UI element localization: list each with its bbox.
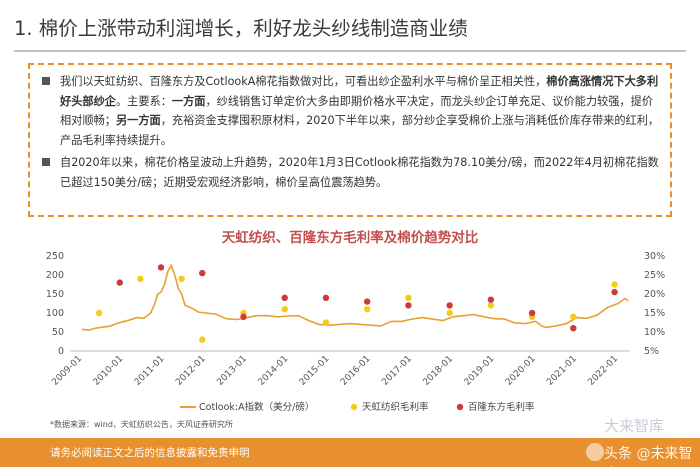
cotlook-series-line bbox=[81, 263, 629, 331]
watermark-text: 头条 @未来智库 bbox=[604, 446, 693, 467]
tianhong-margin-point bbox=[322, 319, 330, 326]
x-tick-label: 2013-01 bbox=[215, 354, 249, 388]
y-left-tick-label: 0 bbox=[58, 346, 64, 357]
x-tick-label: 2017-01 bbox=[380, 354, 414, 388]
x-tick-label: 2009-01 bbox=[50, 354, 84, 388]
x-tick-label: 2020-01 bbox=[504, 354, 538, 388]
summary-text: ，充裕资金支撑囤积原材料，2020下半年以来，部分纱企享受棉价上涨与消耗低价库存… bbox=[60, 114, 660, 147]
y-left-tick-label: 150 bbox=[46, 289, 64, 300]
bullet-square-icon bbox=[42, 158, 50, 166]
tianhong-margin-point bbox=[405, 294, 412, 301]
bailong-margin-point bbox=[487, 296, 495, 303]
y-right-tick-label: 30% bbox=[644, 251, 665, 262]
x-tick-label: 2010-01 bbox=[92, 354, 126, 388]
tianhong-margin-point bbox=[281, 306, 288, 313]
bailong-margin-point bbox=[199, 269, 206, 277]
tianhong-margin-point bbox=[487, 302, 495, 309]
title-divider bbox=[14, 50, 686, 52]
x-tick-label: 2019-01 bbox=[463, 354, 497, 388]
y-right-tick-label: 10% bbox=[644, 327, 665, 338]
x-tick-label: 2012-01 bbox=[174, 354, 208, 388]
y-left-tick-label: 100 bbox=[46, 308, 64, 319]
page-title: 1. 棉价上涨带动利润增长，利好龙头纱线制造商业绩 bbox=[14, 17, 468, 40]
disclaimer-text: 请务必阅读正文之后的信息披露和免责申明 bbox=[50, 447, 250, 459]
summary-bullet-1: 我们以天虹纺织、百隆东方及CotlookA棉花指数做对比，可看出纱企盈利水平与棉… bbox=[40, 72, 660, 150]
x-tick-label: 2011-01 bbox=[133, 354, 167, 388]
summary-text: 我们以天虹纺织、百隆东方及CotlookA棉花指数做对比，可看出纱企盈利水平与棉… bbox=[60, 75, 547, 88]
bailong-margin-point bbox=[322, 294, 330, 301]
bailong-margin-point bbox=[240, 313, 247, 320]
bailong-margin-point bbox=[281, 294, 288, 301]
tianhong-margin-point bbox=[95, 309, 103, 317]
y-right-tick-label: 25% bbox=[644, 270, 665, 281]
tianhong-margin-point bbox=[611, 281, 618, 288]
x-tick-label: 2022-01 bbox=[586, 354, 620, 388]
bailong-margin-point bbox=[446, 302, 453, 309]
legend-tianhong-swatch bbox=[350, 403, 358, 411]
summary-bullet-2: 自2020年以来，棉花价格呈波动上升趋势，2020年1月3日Cotlook棉花指… bbox=[40, 153, 660, 192]
summary-text: ，纱线销售订单定价大多由即期价格水平决定，而龙头纱企订单充足、议价能力较强，提价… bbox=[60, 94, 653, 128]
bailong-margin-point bbox=[570, 325, 577, 332]
x-tick-label: 2018-01 bbox=[422, 354, 456, 388]
x-tick-label: 2016-01 bbox=[339, 354, 373, 388]
y-right-tick-label: 15% bbox=[644, 308, 665, 319]
summary-box: 我们以天虹纺织、百隆东方及CotlookA棉花指数做对比，可看出纱企盈利水平与棉… bbox=[28, 63, 672, 217]
x-tick-label: 2014-01 bbox=[257, 354, 291, 388]
bailong-margin-point bbox=[157, 264, 165, 271]
legend-cotlook-label: Cotlook:A指数（美分/磅） bbox=[199, 401, 314, 413]
tianhong-margin-point bbox=[570, 313, 577, 320]
watermark-logo-icon bbox=[586, 443, 604, 461]
y-right-tick-label: 5% bbox=[644, 346, 659, 357]
y-left-tick-label: 200 bbox=[46, 270, 64, 281]
bailong-margin-point bbox=[611, 288, 618, 296]
summary-text: 自2020年以来，棉花价格呈波动上升趋势，2020年1月3日Cotlook棉花指… bbox=[60, 156, 659, 189]
bailong-margin-point bbox=[405, 302, 412, 309]
legend-bailong-swatch bbox=[456, 403, 464, 411]
bullet-square-icon bbox=[42, 77, 50, 85]
summary-emphasis: 一方面 bbox=[171, 94, 206, 108]
footer-bar: 请务必阅读正文之后的信息披露和免责申明 头条 @未来智库 bbox=[0, 438, 700, 467]
x-tick-label: 2015-01 bbox=[298, 354, 332, 388]
bailong-margin-point bbox=[363, 298, 371, 305]
bailong-margin-point bbox=[116, 279, 123, 286]
tianhong-margin-point bbox=[446, 309, 453, 317]
tianhong-margin-point bbox=[199, 336, 206, 343]
y-right-tick-label: 20% bbox=[644, 289, 665, 300]
y-left-tick-label: 250 bbox=[46, 251, 64, 262]
x-tick-label: 2021-01 bbox=[545, 354, 579, 388]
chart-title: 天虹纺织、百隆东方毛利率及棉价趋势对比 bbox=[221, 230, 479, 246]
tianhong-margin-point bbox=[137, 275, 144, 282]
summary-text: 。主要系： bbox=[115, 94, 172, 108]
watermark-overlay: 大来智库 bbox=[604, 417, 665, 435]
legend-tianhong-label: 天虹纺织毛利率 bbox=[362, 401, 429, 413]
bailong-margin-point bbox=[528, 309, 536, 317]
legend-bailong-label: 百隆东方毛利率 bbox=[468, 401, 535, 413]
y-left-tick-label: 50 bbox=[52, 327, 64, 338]
source-note: *数据来源：wind，天虹纺织公告，天风证券研究所 bbox=[50, 420, 233, 429]
tianhong-margin-point bbox=[363, 306, 371, 313]
tianhong-margin-point bbox=[178, 275, 185, 282]
summary-emphasis: 另一方面 bbox=[115, 114, 161, 127]
summary-emphasis: 棉价高涨情况下大多利好头部纱企 bbox=[60, 75, 659, 108]
